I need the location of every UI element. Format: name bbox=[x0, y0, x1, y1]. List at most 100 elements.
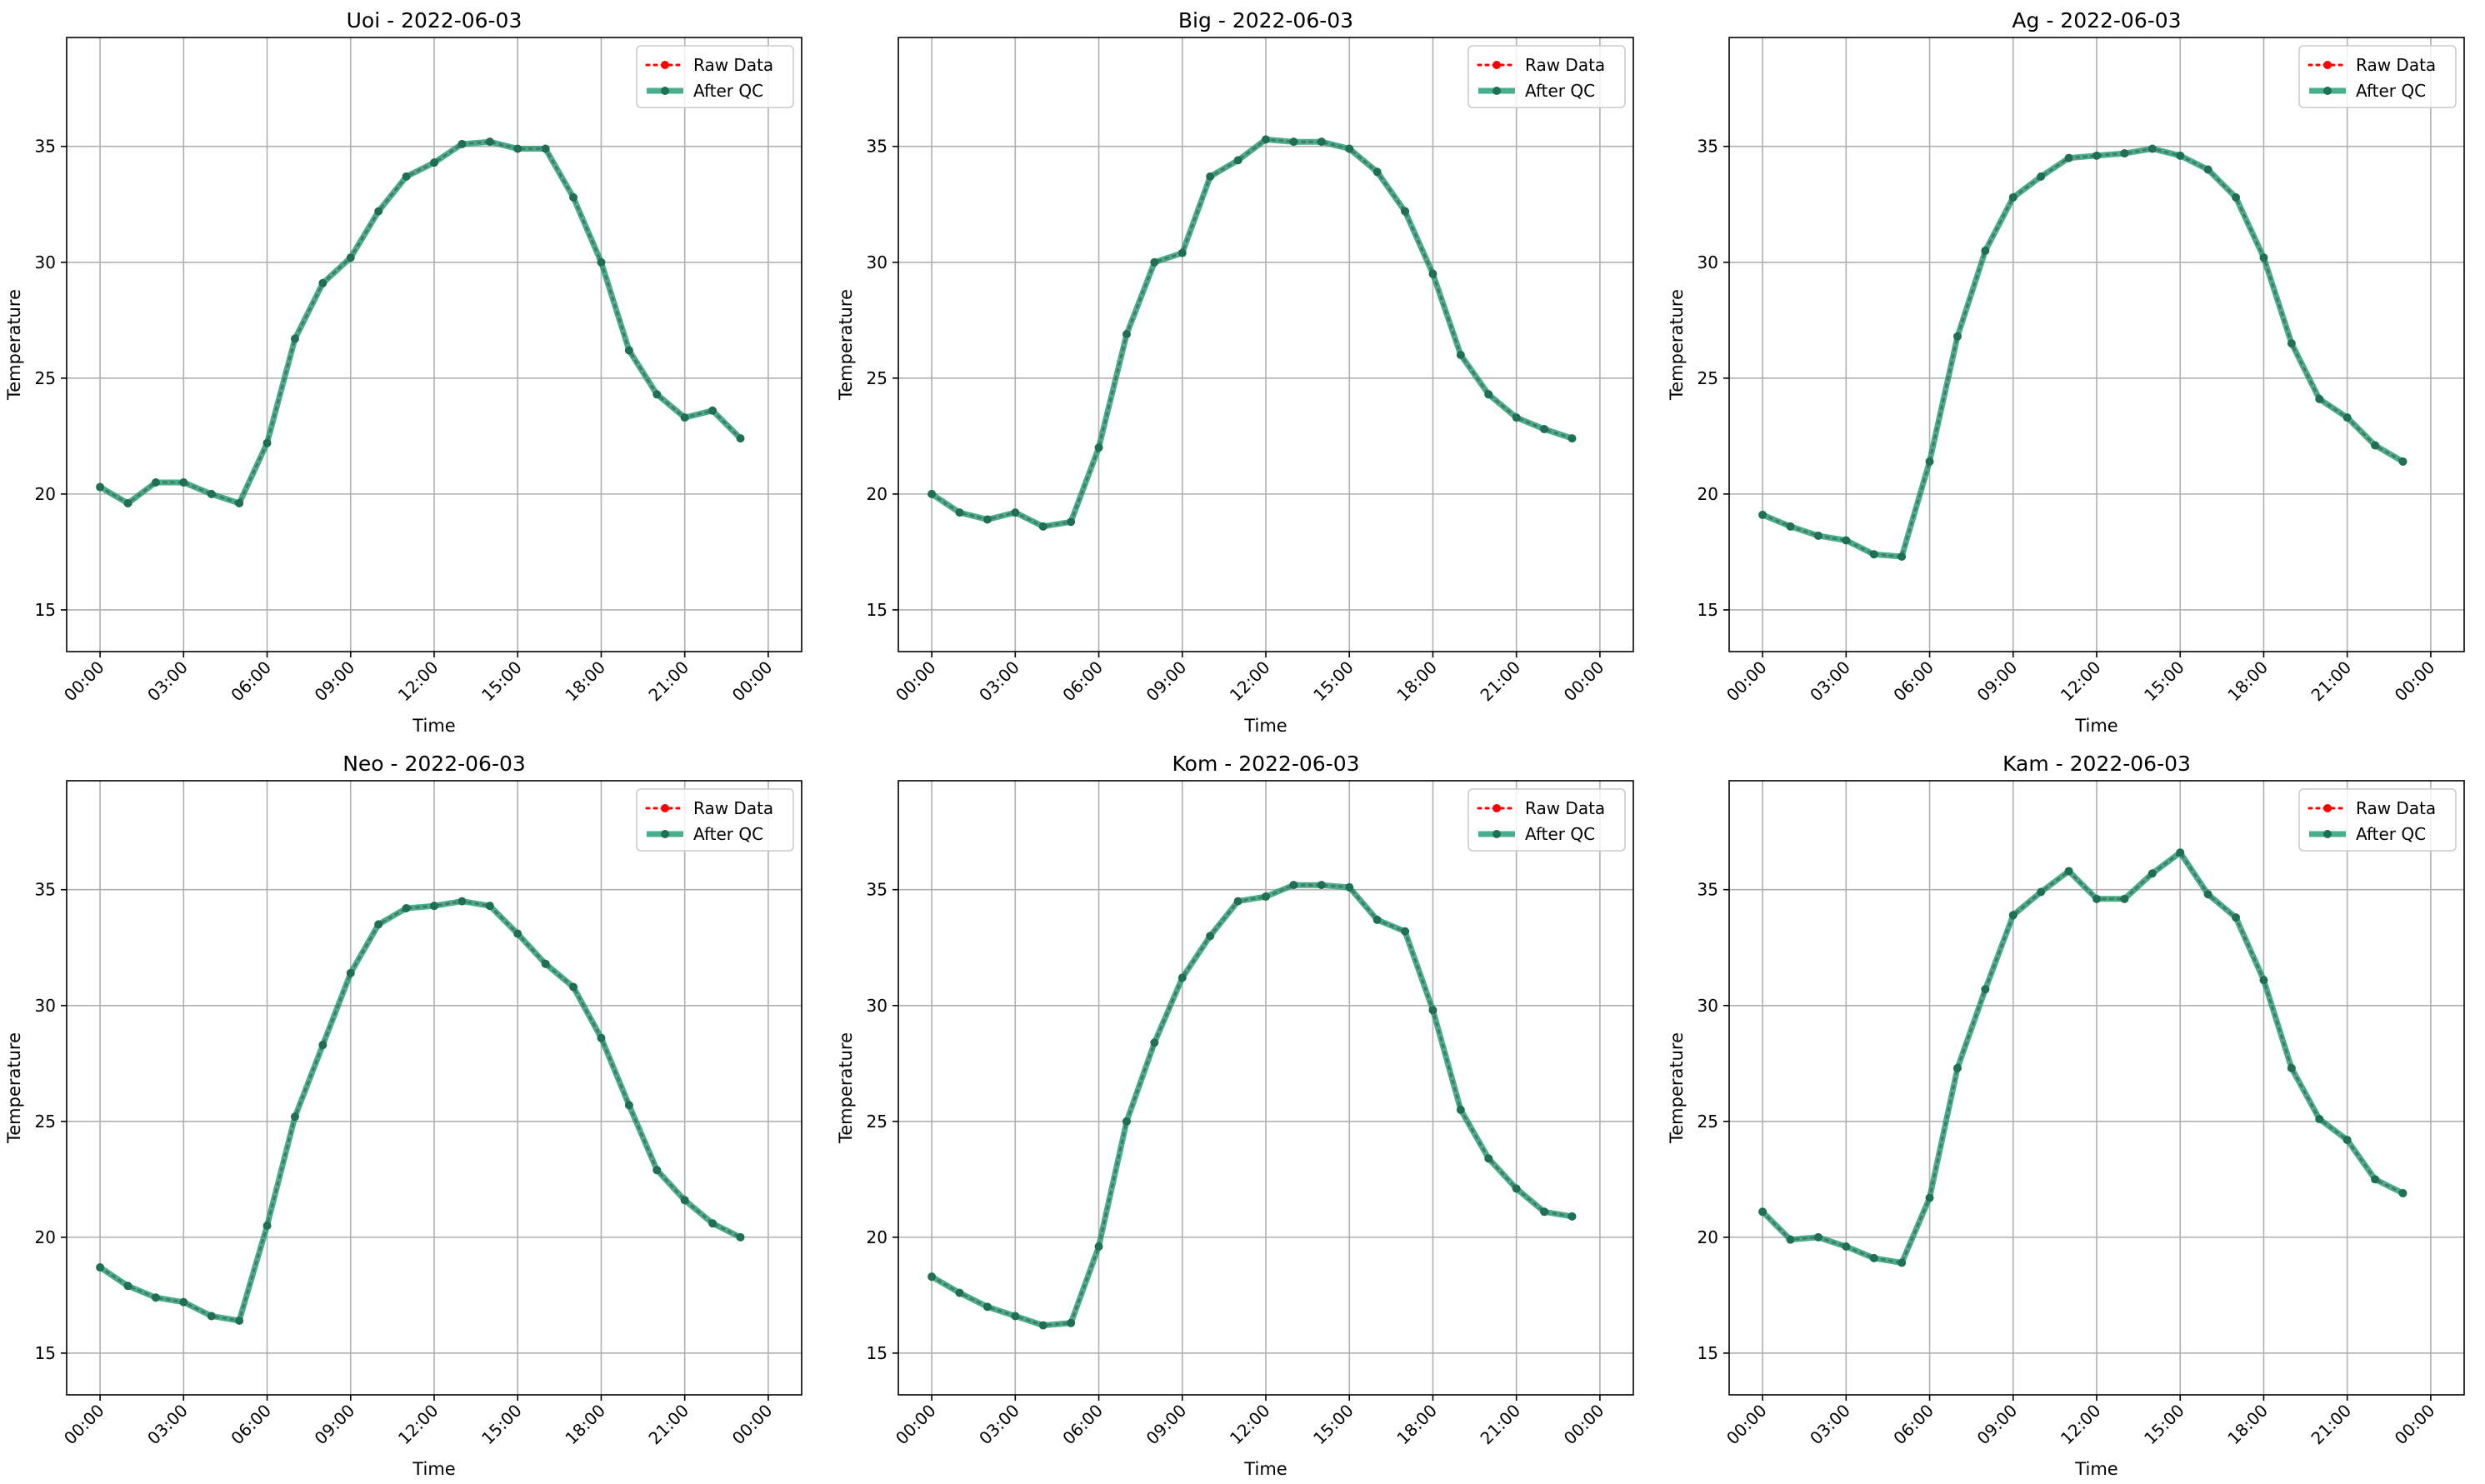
after-qc-point bbox=[430, 902, 438, 911]
after-qc-line bbox=[1759, 146, 2406, 560]
after-qc-point bbox=[2120, 894, 2129, 903]
after-qc-point bbox=[1289, 137, 1298, 147]
after-qc-point bbox=[1952, 332, 1962, 341]
subplot-1: 15 20 25 30 35 00:00 03:00 06:00 09:00 12:00 15:00… bbox=[4, 8, 802, 736]
y-axis-label: Temperature bbox=[4, 1032, 24, 1144]
after-qc-point bbox=[982, 1302, 992, 1312]
after-qc-point bbox=[652, 1166, 662, 1175]
after-qc-point bbox=[2398, 1189, 2408, 1198]
x-tick-label: 15:00 bbox=[2140, 1401, 2188, 1449]
raw-data-line bbox=[930, 883, 1573, 1327]
after-qc-point bbox=[1869, 550, 1878, 559]
after-qc-point bbox=[736, 434, 745, 443]
x-tick-label: 21:00 bbox=[644, 657, 692, 706]
after-qc-point bbox=[1898, 1258, 1907, 1267]
legend-raw-label: Raw Data bbox=[2356, 55, 2436, 75]
y-tick-label: 35 bbox=[1698, 880, 1718, 900]
x-tick-label: 15:00 bbox=[1309, 1401, 1358, 1449]
after-qc-point bbox=[1925, 1193, 1934, 1202]
y-tick-label: 30 bbox=[867, 996, 888, 1016]
x-tick-label: 18:00 bbox=[2223, 657, 2272, 706]
after-qc-line bbox=[97, 898, 743, 1324]
y-tick-label: 25 bbox=[35, 368, 56, 388]
subplot-2: 15 20 25 30 35 00:00 03:00 06:00 09:00 12:00 15:00… bbox=[836, 8, 1634, 736]
after-qc-point bbox=[1122, 1117, 1131, 1126]
x-axis-label: Time bbox=[1243, 1459, 1287, 1479]
after-qc-point bbox=[1067, 517, 1076, 527]
raw-data-line bbox=[1761, 851, 2404, 1265]
x-tick-label: 00:00 bbox=[60, 657, 108, 706]
after-qc-point bbox=[2120, 149, 2129, 158]
after-qc-point bbox=[1401, 207, 1410, 216]
legend-qc-label: After QC bbox=[2356, 824, 2426, 844]
y-tick-label: 25 bbox=[867, 368, 888, 388]
legend: Raw Data After QC bbox=[1468, 45, 1626, 108]
legend-raw-label: Raw Data bbox=[693, 798, 773, 818]
y-tick-label: 30 bbox=[35, 996, 56, 1016]
legend-qc-marker bbox=[2323, 87, 2332, 95]
after-qc-point bbox=[1150, 257, 1159, 267]
x-tick-label: 03:00 bbox=[1806, 1401, 1854, 1449]
y-tick-label: 25 bbox=[1698, 368, 1718, 388]
after-qc-point bbox=[1038, 1321, 1048, 1330]
after-qc-point bbox=[207, 1312, 216, 1321]
subplot-3: 15 20 25 30 35 00:00 03:00 06:00 09:00 12:00 15:00… bbox=[1667, 8, 2465, 736]
after-qc-point bbox=[541, 144, 550, 153]
after-qc-point bbox=[1981, 246, 1990, 255]
after-qc-point bbox=[2176, 151, 2185, 160]
after-qc-point bbox=[1262, 892, 1270, 902]
after-qc-point bbox=[2148, 144, 2157, 153]
legend-raw-marker bbox=[661, 61, 669, 69]
legend-qc-label: After QC bbox=[1525, 81, 1595, 101]
after-qc-point bbox=[1758, 510, 1768, 519]
after-qc-line bbox=[928, 882, 1575, 1329]
legend-qc-marker bbox=[661, 87, 669, 95]
after-qc-point bbox=[569, 982, 578, 992]
x-tick-label: 18:00 bbox=[561, 1401, 609, 1449]
after-qc-point bbox=[151, 477, 160, 487]
after-qc-point bbox=[1317, 137, 1326, 147]
x-tick-label: 21:00 bbox=[2307, 657, 2355, 706]
legend-raw-marker bbox=[1492, 804, 1501, 812]
after-qc-point bbox=[430, 158, 438, 167]
x-tick-label: 06:00 bbox=[227, 1401, 275, 1449]
x-tick-label: 00:00 bbox=[728, 657, 777, 706]
after-qc-point bbox=[1178, 248, 1187, 257]
legend: Raw Data After QC bbox=[636, 45, 794, 108]
subplot-title: Big - 2022-06-03 bbox=[1178, 8, 1353, 32]
after-qc-point bbox=[982, 515, 992, 524]
after-qc-point bbox=[569, 192, 578, 202]
after-qc-point bbox=[402, 903, 411, 912]
after-qc-point bbox=[2232, 913, 2241, 922]
after-qc-point bbox=[1786, 522, 1795, 531]
after-qc-line bbox=[97, 138, 743, 507]
after-qc-point bbox=[207, 489, 216, 498]
after-qc-point bbox=[1758, 1207, 1768, 1217]
after-qc-point bbox=[318, 1041, 328, 1050]
after-qc-point bbox=[2148, 869, 2157, 878]
after-qc-point bbox=[346, 253, 355, 262]
y-tick-label: 25 bbox=[35, 1112, 56, 1132]
after-qc-point bbox=[2203, 165, 2212, 174]
x-tick-label: 18:00 bbox=[1392, 1401, 1441, 1449]
after-qc-point bbox=[2315, 1115, 2324, 1124]
x-tick-label: 12:00 bbox=[394, 657, 442, 706]
y-tick-label: 35 bbox=[1698, 137, 1718, 157]
grid bbox=[1729, 781, 2464, 1395]
after-qc-point bbox=[1869, 1253, 1878, 1262]
after-qc-point bbox=[458, 897, 467, 906]
legend-raw-marker bbox=[2323, 804, 2332, 812]
x-tick-label: 18:00 bbox=[561, 657, 609, 706]
legend-raw-label: Raw Data bbox=[2356, 798, 2436, 818]
after-qc-point bbox=[955, 508, 964, 517]
x-tick-label: 12:00 bbox=[1226, 657, 1274, 706]
subplot-6: 15 20 25 30 35 00:00 03:00 06:00 09:00 12:00 15:00… bbox=[1667, 752, 2465, 1479]
after-qc-point bbox=[1011, 1312, 1020, 1321]
legend-raw-marker bbox=[2323, 61, 2332, 69]
after-qc-point bbox=[290, 334, 299, 343]
after-qc-point bbox=[1428, 1006, 1438, 1015]
after-qc-point bbox=[1952, 1063, 1962, 1072]
x-tick-label: 09:00 bbox=[311, 1401, 359, 1449]
grid bbox=[898, 781, 1633, 1395]
x-tick-label: 00:00 bbox=[728, 1401, 777, 1449]
